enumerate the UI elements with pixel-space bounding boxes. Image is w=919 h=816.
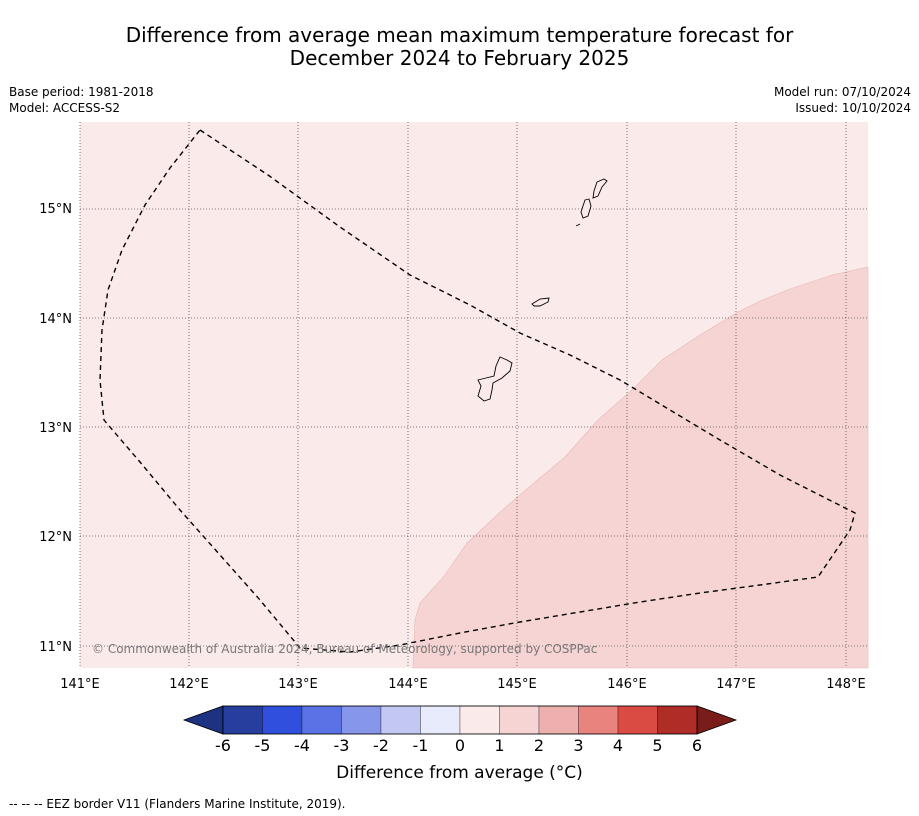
lon-label-145: 145°E xyxy=(497,677,537,692)
meta-left: Base period: 1981-2018 Model: ACCESS-S2 xyxy=(9,84,154,116)
lat-label-11: 11°N xyxy=(39,640,72,655)
colorbar-tick-2: -4 xyxy=(294,736,310,755)
colorbar-tick-5: -1 xyxy=(413,736,429,755)
colorbar-bin-4 xyxy=(380,705,421,735)
lon-label-148: 148°E xyxy=(826,677,866,692)
island-saipan xyxy=(592,178,608,199)
colorbar-tick-6: 0 xyxy=(455,736,465,755)
colorbar-over-arrow xyxy=(696,705,738,735)
anomaly-region-high xyxy=(412,266,869,669)
lon-label-147: 147°E xyxy=(716,677,756,692)
base-period: Base period: 1981-2018 xyxy=(9,85,154,99)
footnote: -- -- -- EEZ border V11 (Flanders Marine… xyxy=(9,797,346,811)
copyright-text: © Commonwealth of Australia 2024, Bureau… xyxy=(92,642,597,656)
lat-label-13: 13°N xyxy=(39,421,72,436)
colorbar-tick-1: -5 xyxy=(255,736,271,755)
lon-label-141: 141°E xyxy=(60,677,100,692)
lon-label-146: 146°E xyxy=(607,677,647,692)
colorbar-tick-9: 3 xyxy=(573,736,583,755)
colorbar-bin-7 xyxy=(499,705,540,735)
lon-labels: 141°E 142°E 143°E 144°E 145°E 146°E 147°… xyxy=(60,677,866,692)
colorbar: -6 -5 -4 -3 -2 -1 0 1 2 3 4 5 6 xyxy=(182,705,738,755)
colorbar-tick-3: -3 xyxy=(334,736,350,755)
island-rota xyxy=(531,297,550,307)
island-tinian xyxy=(580,198,592,219)
colorbar-bin-10 xyxy=(617,705,658,735)
colorbar-bin-9 xyxy=(578,705,619,735)
lon-label-143: 143°E xyxy=(278,677,318,692)
islands xyxy=(477,178,608,402)
colorbar-under-arrow xyxy=(182,705,224,735)
island-guam xyxy=(477,356,513,402)
colorbar-bin-5 xyxy=(420,705,461,735)
lat-label-12: 12°N xyxy=(39,530,72,545)
lat-labels: 15°N 14°N 13°N 12°N 11°N xyxy=(39,202,72,655)
lat-label-15: 15°N xyxy=(39,202,72,217)
colorbar-bin-3 xyxy=(341,705,382,735)
colorbar-tick-0: -6 xyxy=(215,736,231,755)
eez-border xyxy=(99,129,856,653)
colorbar-tick-11: 5 xyxy=(652,736,662,755)
graticule xyxy=(79,122,868,668)
model-name: Model: ACCESS-S2 xyxy=(9,101,121,115)
colorbar-outline xyxy=(222,705,698,735)
map-title: Difference from average mean maximum tem… xyxy=(0,24,919,70)
lon-label-144: 144°E xyxy=(388,677,428,692)
issued-date: Issued: 10/10/2024 xyxy=(795,101,911,115)
title-line-2: December 2024 to February 2025 xyxy=(289,46,630,70)
colorbar-bin-1 xyxy=(262,705,303,735)
colorbar-bin-0 xyxy=(222,705,263,735)
lon-label-142: 142°E xyxy=(169,677,209,692)
island-aguijan xyxy=(575,223,581,227)
colorbar-tick-12: 6 xyxy=(692,736,702,755)
colorbar-bin-11 xyxy=(657,705,698,735)
title-line-1: Difference from average mean maximum tem… xyxy=(125,23,794,47)
model-run: Model run: 07/10/2024 xyxy=(773,85,911,99)
colorbar-bin-6 xyxy=(459,705,500,735)
colorbar-tick-4: -2 xyxy=(373,736,389,755)
colorbar-tick-8: 2 xyxy=(534,736,544,755)
colorbar-tick-7: 1 xyxy=(494,736,504,755)
colorbar-bin-2 xyxy=(301,705,342,735)
colorbar-label: Difference from average (°C) xyxy=(336,763,583,783)
lat-label-14: 14°N xyxy=(39,312,72,327)
colorbar-tick-10: 4 xyxy=(613,736,623,755)
meta-right: Model run: 07/10/2024 Issued: 10/10/2024 xyxy=(774,84,911,116)
colorbar-bin-8 xyxy=(538,705,579,735)
